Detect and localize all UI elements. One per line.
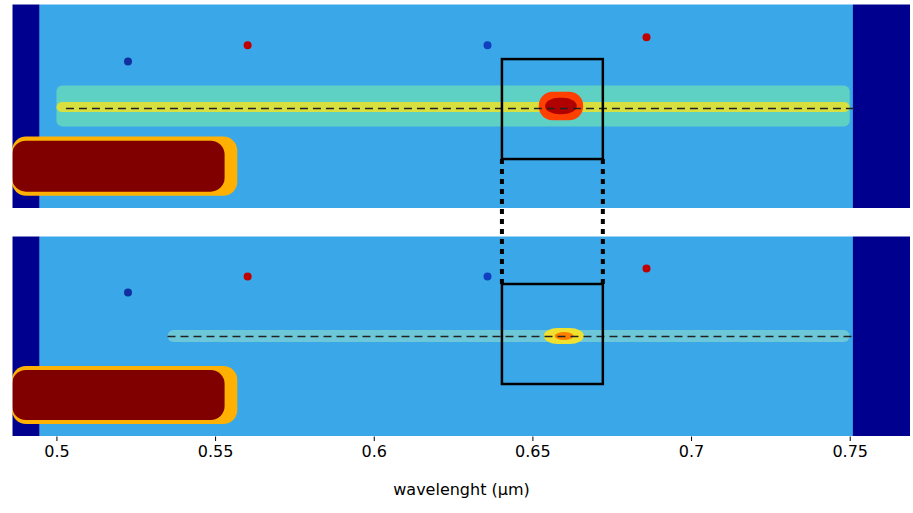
svg-text:0.6: 0.6 <box>362 442 387 461</box>
svg-text:0.55: 0.55 <box>198 442 234 461</box>
svg-text:0.5: 0.5 <box>44 442 69 461</box>
svg-text:0.65: 0.65 <box>515 442 551 461</box>
svg-text:0.7: 0.7 <box>679 442 704 461</box>
svg-text:0.75: 0.75 <box>832 442 868 461</box>
svg-text:wavelenght (μm): wavelenght (μm) <box>393 480 530 499</box>
